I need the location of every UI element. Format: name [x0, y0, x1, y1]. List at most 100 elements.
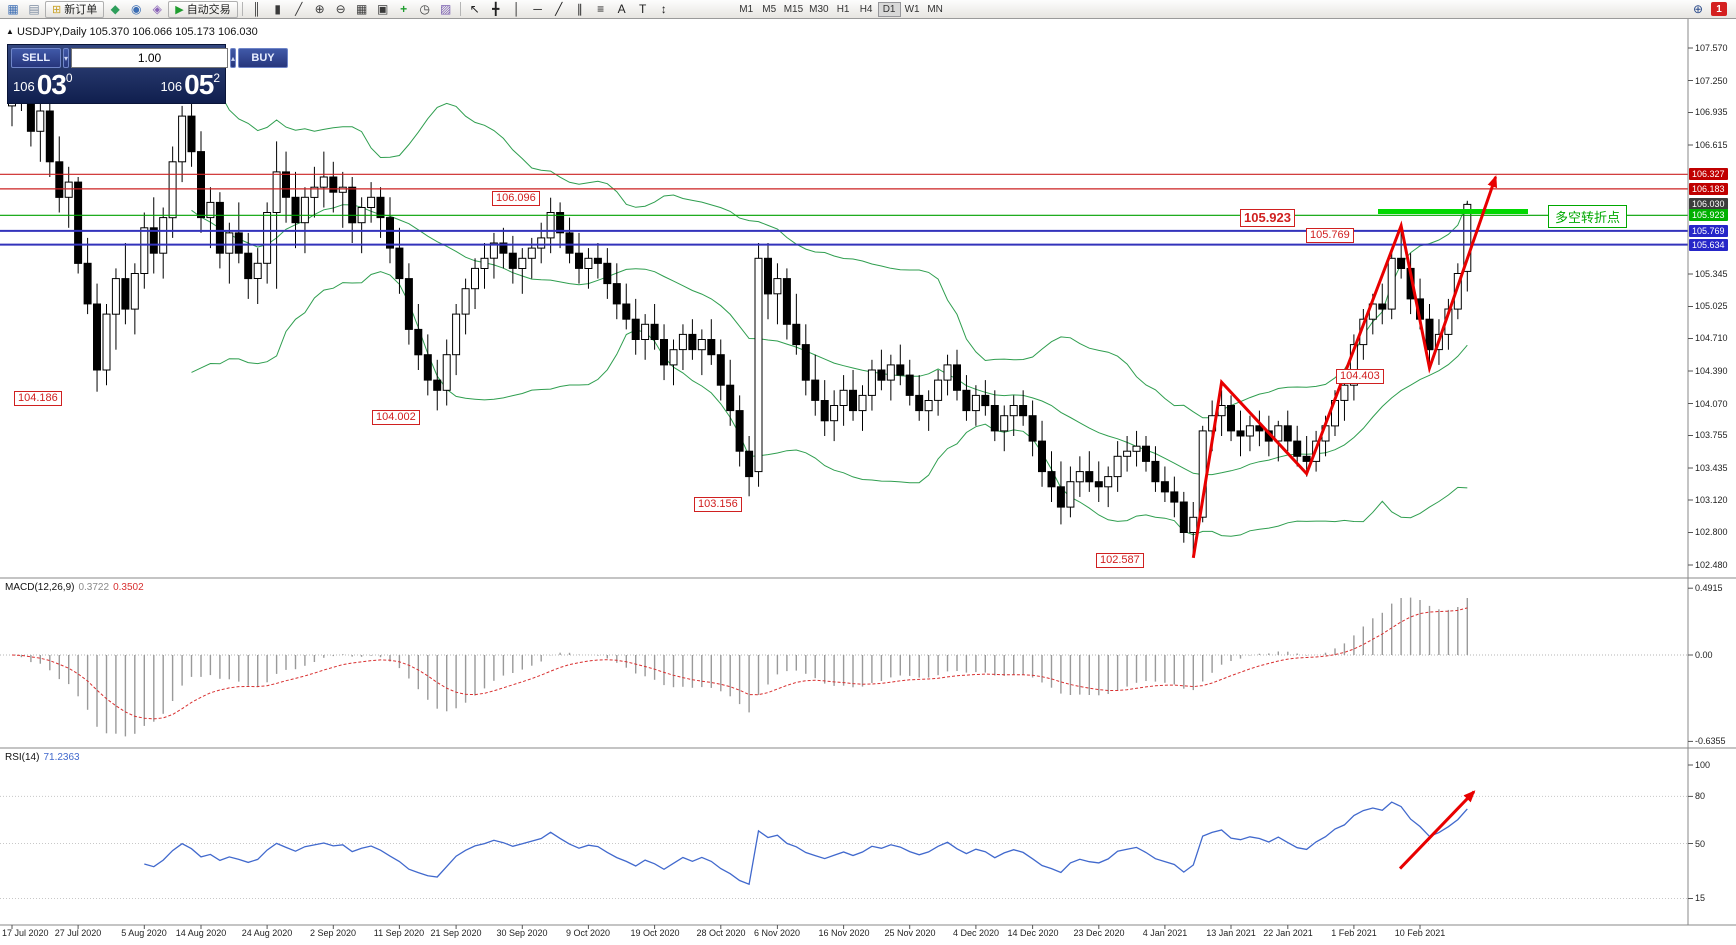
zoom-in-icon[interactable]: ⊕ — [314, 2, 325, 16]
search-icon[interactable]: ⊕ — [1692, 2, 1704, 16]
timeframe-h1[interactable]: H1 — [836, 3, 850, 15]
rsi-axis-label: 80 — [1695, 791, 1706, 801]
trendline-icon[interactable]: ╱ — [555, 2, 563, 16]
price-annotation[interactable]: 104.403 — [1336, 369, 1384, 384]
time-axis-label: 24 Aug 2020 — [241, 928, 293, 938]
macd-axis-label: -0.6355 — [1695, 736, 1726, 746]
price-axis-label: 105.345 — [1695, 269, 1728, 279]
time-axis-label: 1 Feb 2021 — [1331, 928, 1377, 938]
price-annotation[interactable]: 105.923 — [1240, 209, 1295, 227]
price-tag-106.030: 106.030 — [1689, 198, 1728, 210]
main-toolbar: ▦ ▤ ⊞ 新订单 ◆ ◉ ◈ ▶ 自动交易 ║ ▮ ╱ ⊕ ⊖ ▦ ▣ + ◷ ▨ ↖ ╋ │ ─ ╱ ∥ ≡ A T ↕ M1 M5 M1… — [0, 0, 1736, 19]
price-tag-106.327: 106.327 — [1689, 168, 1728, 180]
timeframe-w1[interactable]: W1 — [904, 3, 920, 15]
tile-windows-icon[interactable]: ▦ — [356, 2, 368, 16]
turning-point-annotation[interactable]: 多空转折点 — [1548, 205, 1628, 228]
price-tag-105.634: 105.634 — [1689, 239, 1728, 251]
autotrading-button-label: 自动交易 — [186, 4, 231, 16]
chart-canvas[interactable] — [0, 19, 1736, 945]
metaquotes-icon[interactable]: ◆ — [110, 2, 120, 16]
bid-sup: 0 — [65, 71, 73, 85]
time-axis-label: 13 Jan 2021 — [1206, 928, 1256, 938]
timeframe-group: M1 M5 M15 M30 H1 H4 D1 W1 MN — [735, 1, 947, 17]
rsi-indicator-label: RSI(14) 71.2363 — [5, 752, 80, 763]
price-annotation[interactable]: 104.186 — [14, 391, 62, 406]
time-axis-label: 27 Jul 2020 — [54, 928, 102, 938]
price-axis-label: 104.390 — [1695, 366, 1728, 376]
time-axis-label: 4 Dec 2020 — [952, 928, 1000, 938]
bid-main: 03 — [36, 69, 67, 100]
price-tag-105.769: 105.769 — [1689, 225, 1728, 237]
buy-button[interactable]: BUY — [238, 48, 289, 68]
autotrading-button-icon: ▶ — [175, 3, 184, 16]
symbol-marker-icon: ▲ — [6, 27, 14, 36]
toolbar-separator — [459, 2, 461, 16]
price-annotation[interactable]: 102.587 — [1096, 553, 1144, 568]
text-label-icon[interactable]: T — [639, 2, 647, 16]
macd-value-main: 0.3722 — [78, 582, 110, 593]
symbol-header: ▲ USDJPY,Daily 105.370 106.066 105.173 1… — [6, 26, 258, 38]
time-axis-label: 22 Jan 2021 — [1263, 928, 1313, 938]
price-axis-label: 107.250 — [1695, 76, 1728, 86]
autotrading-button[interactable]: ▶ 自动交易 — [168, 0, 238, 18]
data-window-icon[interactable]: ◉ — [130, 2, 142, 16]
timeframe-m5[interactable]: M5 — [762, 3, 777, 15]
navigator-icon[interactable]: ◈ — [152, 2, 162, 16]
new-chart-icon[interactable]: ▦ — [7, 2, 19, 16]
price-axis-label: 103.755 — [1695, 430, 1728, 440]
timeframe-m1[interactable]: M1 — [739, 3, 754, 15]
time-axis-label: 5 Aug 2020 — [121, 928, 167, 938]
price-axis-label: 106.615 — [1695, 140, 1728, 150]
bars-chart-icon[interactable]: ║ — [252, 2, 261, 16]
one-click-controls-row: SELL ▾ ▴ BUY — [11, 48, 289, 68]
text-icon[interactable]: A — [617, 2, 626, 16]
time-axis-label: 23 Dec 2020 — [1073, 928, 1125, 938]
price-annotation[interactable]: 104.002 — [372, 410, 420, 425]
zoom-out-icon[interactable]: ⊖ — [335, 2, 346, 16]
fibonacci-icon[interactable]: ≡ — [597, 2, 605, 16]
macd-axis-label: 0.00 — [1695, 650, 1713, 660]
time-axis-label: 25 Nov 2020 — [884, 928, 936, 938]
one-click-prices-row: 106 03 0 106 05 2 — [11, 70, 222, 100]
price-annotation[interactable]: 106.096 — [492, 191, 540, 206]
horizontal-line-icon[interactable]: ─ — [533, 2, 542, 16]
timeframe-h4[interactable]: H4 — [859, 3, 873, 15]
time-axis-label: 19 Oct 2020 — [630, 928, 680, 938]
new-order-button[interactable]: ⊞ 新订单 — [45, 0, 105, 18]
candlestick-chart-icon[interactable]: ▮ — [274, 2, 281, 16]
bid-prefix: 106 — [13, 79, 35, 94]
timeframe-m15[interactable]: M15 — [783, 3, 804, 15]
equidistant-channel-icon[interactable]: ∥ — [576, 2, 583, 16]
time-axis-label: 4 Jan 2021 — [1142, 928, 1188, 938]
volume-down-button[interactable]: ▾ — [63, 48, 70, 68]
new-order-button-label: 新订单 — [64, 4, 98, 16]
price-annotation[interactable]: 103.156 — [694, 497, 742, 512]
arrows-tool-icon[interactable]: ↕ — [660, 2, 667, 16]
crosshair-icon[interactable]: ╋ — [492, 2, 500, 16]
chart-window: ▲ USDJPY,Daily 105.370 106.066 105.173 1… — [0, 19, 1736, 945]
vertical-line-icon[interactable]: │ — [512, 2, 521, 16]
price-annotation[interactable]: 105.769 — [1306, 228, 1354, 243]
volume-up-button[interactable]: ▴ — [230, 48, 237, 68]
time-axis-label: 21 Sep 2020 — [430, 928, 482, 938]
rsi-axis-label: 15 — [1695, 893, 1706, 903]
ask-main: 05 — [184, 69, 214, 100]
timeframe-mn[interactable]: MN — [927, 3, 943, 15]
time-axis-label: 17 Jul 2020 — [2, 928, 49, 938]
periods-icon[interactable]: ◷ — [419, 2, 430, 16]
timeframe-m30[interactable]: M30 — [809, 3, 829, 15]
rsi-name: RSI(14) — [5, 752, 40, 763]
time-axis-label: 11 Sep 2020 — [373, 928, 425, 938]
volume-input[interactable] — [71, 48, 229, 68]
notification-badge[interactable]: 1 — [1711, 2, 1727, 16]
sell-button[interactable]: SELL — [11, 48, 61, 68]
indicators-icon[interactable]: + — [400, 2, 408, 16]
line-chart-icon[interactable]: ╱ — [295, 2, 303, 16]
macd-axis-label: 0.4915 — [1695, 583, 1723, 593]
cascade-windows-icon[interactable]: ▣ — [377, 2, 389, 16]
templates-icon[interactable]: ▨ — [440, 2, 452, 16]
profiles-icon[interactable]: ▤ — [28, 2, 40, 16]
timeframe-d1[interactable]: D1 — [877, 1, 901, 17]
cursor-icon[interactable]: ↖ — [469, 2, 480, 16]
bid-price: 106 03 0 — [13, 70, 73, 100]
